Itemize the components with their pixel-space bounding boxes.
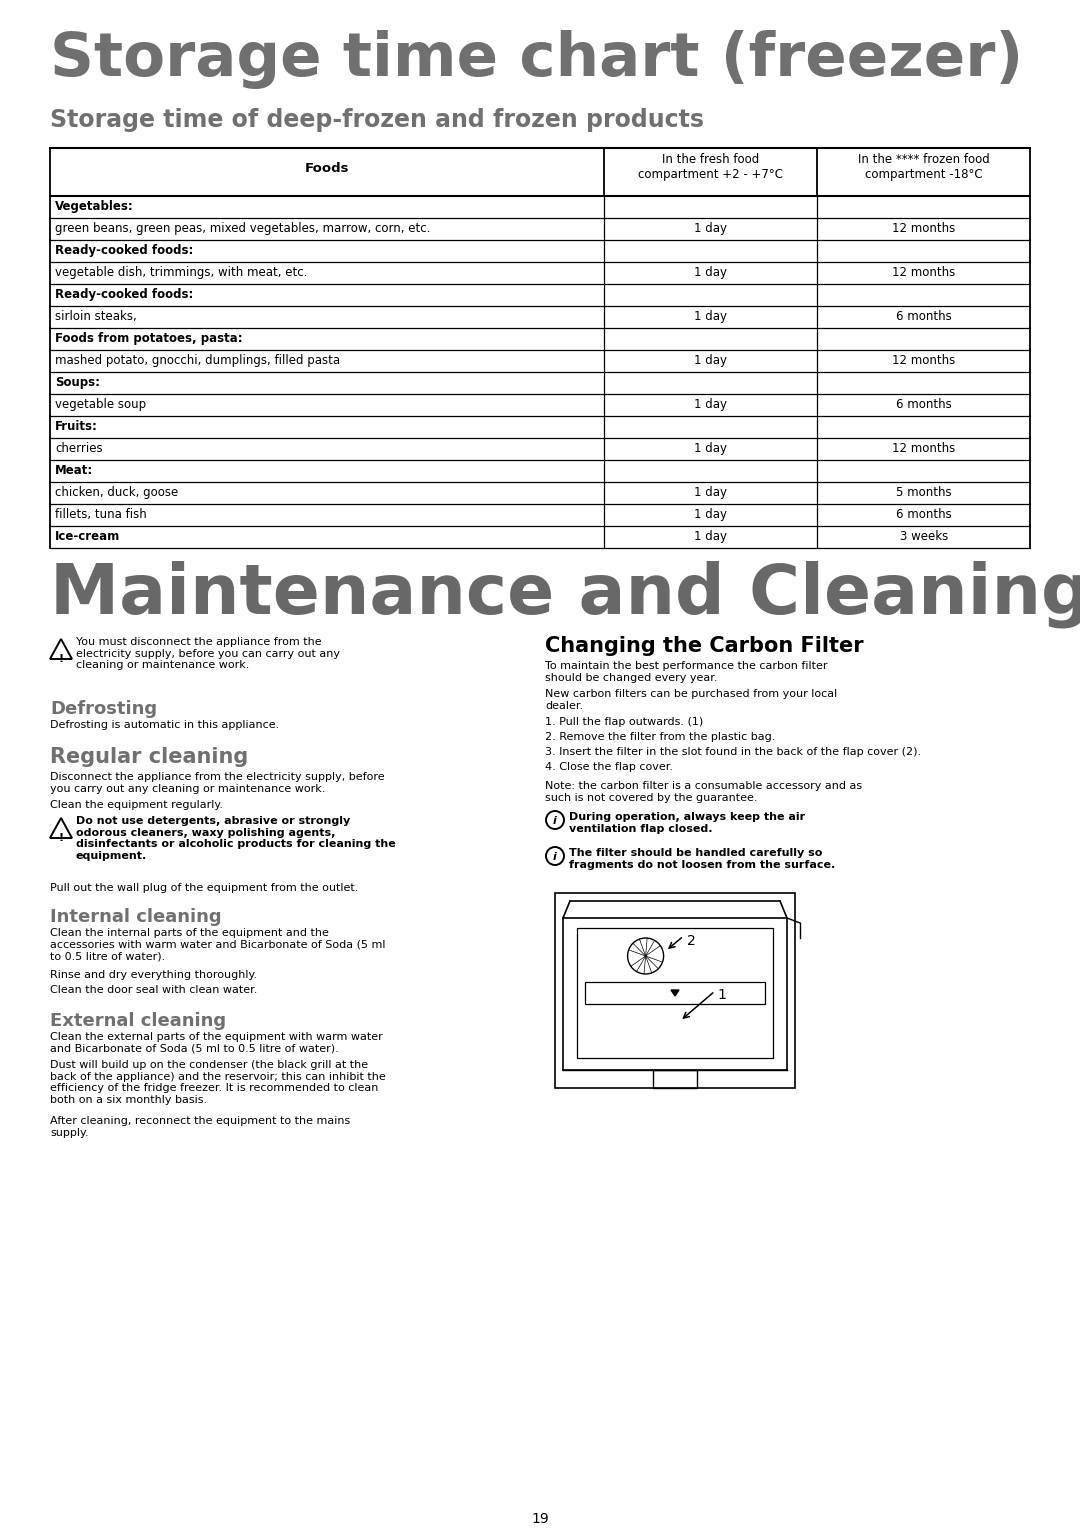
Text: green beans, green peas, mixed vegetables, marrow, corn, etc.: green beans, green peas, mixed vegetable… xyxy=(55,222,430,235)
Text: Storage time chart (freezer): Storage time chart (freezer) xyxy=(50,31,1023,89)
Text: Clean the external parts of the equipment with warm water
and Bicarbonate of Sod: Clean the external parts of the equipmen… xyxy=(50,1031,382,1054)
Text: 1. Pull the flap outwards. (1): 1. Pull the flap outwards. (1) xyxy=(545,717,703,727)
Text: During operation, always keep the air
ventilation flap closed.: During operation, always keep the air ve… xyxy=(569,811,805,834)
Text: New carbon filters can be purchased from your local
dealer.: New carbon filters can be purchased from… xyxy=(545,689,837,711)
Text: 3. Insert the filter in the slot found in the back of the flap cover (2).: 3. Insert the filter in the slot found i… xyxy=(545,747,921,756)
Bar xyxy=(577,927,773,1057)
Text: 12 months: 12 months xyxy=(892,442,956,455)
Text: Foods from potatoes, pasta:: Foods from potatoes, pasta: xyxy=(55,332,243,345)
Text: 6 months: 6 months xyxy=(895,397,951,411)
Text: Ice-cream: Ice-cream xyxy=(55,530,120,542)
Text: 3 weeks: 3 weeks xyxy=(900,530,948,542)
Text: 1: 1 xyxy=(717,989,726,1002)
Text: 4. Close the flap cover.: 4. Close the flap cover. xyxy=(545,762,673,772)
Text: Regular cleaning: Regular cleaning xyxy=(50,747,248,767)
Text: Ready-cooked foods:: Ready-cooked foods: xyxy=(55,287,193,301)
Text: 1 day: 1 day xyxy=(694,222,727,235)
Text: Rinse and dry everything thoroughly.: Rinse and dry everything thoroughly. xyxy=(50,970,257,979)
Text: 12 months: 12 months xyxy=(892,266,956,280)
Text: You must disconnect the appliance from the
electricity supply, before you can ca: You must disconnect the appliance from t… xyxy=(76,637,340,671)
Text: Soups:: Soups: xyxy=(55,376,100,390)
Text: The filter should be handled carefully so
fragments do not loosen from the surfa: The filter should be handled carefully s… xyxy=(569,848,835,869)
Text: Defrosting: Defrosting xyxy=(50,700,157,718)
Text: 2: 2 xyxy=(687,934,696,947)
Text: !: ! xyxy=(58,654,64,665)
Text: 2. Remove the filter from the plastic bag.: 2. Remove the filter from the plastic ba… xyxy=(545,732,775,743)
Text: Vegetables:: Vegetables: xyxy=(55,200,134,212)
Text: vegetable soup: vegetable soup xyxy=(55,397,146,411)
Text: 1 day: 1 day xyxy=(694,266,727,280)
Text: 6 months: 6 months xyxy=(895,507,951,521)
Text: In the **** frozen food
compartment -18°C: In the **** frozen food compartment -18°… xyxy=(858,153,989,180)
Text: sirloin steaks,: sirloin steaks, xyxy=(55,310,137,322)
Text: Foods: Foods xyxy=(305,162,349,176)
Text: Internal cleaning: Internal cleaning xyxy=(50,908,221,926)
Text: Note: the carbon filter is a consumable accessory and as
such is not covered by : Note: the carbon filter is a consumable … xyxy=(545,781,862,802)
Text: 1 day: 1 day xyxy=(694,310,727,322)
Text: vegetable dish, trimmings, with meat, etc.: vegetable dish, trimmings, with meat, et… xyxy=(55,266,308,280)
Text: Dust will build up on the condenser (the black grill at the
back of the applianc: Dust will build up on the condenser (the… xyxy=(50,1060,386,1105)
Text: Disconnect the appliance from the electricity supply, before
you carry out any c: Disconnect the appliance from the electr… xyxy=(50,772,384,793)
Text: In the fresh food
compartment +2 - +7°C: In the fresh food compartment +2 - +7°C xyxy=(638,153,783,180)
Text: 5 months: 5 months xyxy=(895,486,951,500)
Text: Storage time of deep-frozen and frozen products: Storage time of deep-frozen and frozen p… xyxy=(50,108,704,131)
Text: 1 day: 1 day xyxy=(694,354,727,367)
Text: Changing the Carbon Filter: Changing the Carbon Filter xyxy=(545,636,864,656)
Text: Fruits:: Fruits: xyxy=(55,420,98,432)
Text: Clean the door seal with clean water.: Clean the door seal with clean water. xyxy=(50,986,257,995)
Text: i: i xyxy=(553,816,557,827)
Text: 1 day: 1 day xyxy=(694,530,727,542)
Text: i: i xyxy=(553,853,557,862)
Bar xyxy=(50,148,1030,196)
Text: 19: 19 xyxy=(531,1513,549,1526)
Text: External cleaning: External cleaning xyxy=(50,1012,226,1030)
Text: Meat:: Meat: xyxy=(55,465,93,477)
Text: Ready-cooked foods:: Ready-cooked foods: xyxy=(55,244,193,257)
Text: 12 months: 12 months xyxy=(892,222,956,235)
Text: Clean the equipment regularly.: Clean the equipment regularly. xyxy=(50,801,222,810)
Text: 1 day: 1 day xyxy=(694,397,727,411)
Text: chicken, duck, goose: chicken, duck, goose xyxy=(55,486,178,500)
Text: Do not use detergents, abrasive or strongly
odorous cleaners, waxy polishing age: Do not use detergents, abrasive or stron… xyxy=(76,816,395,860)
Bar xyxy=(585,983,765,1004)
Text: 1 day: 1 day xyxy=(694,442,727,455)
Text: 1 day: 1 day xyxy=(694,507,727,521)
Text: cherries: cherries xyxy=(55,442,103,455)
Text: fillets, tuna fish: fillets, tuna fish xyxy=(55,507,147,521)
Text: To maintain the best performance the carbon filter
should be changed every year.: To maintain the best performance the car… xyxy=(545,662,827,683)
Text: 6 months: 6 months xyxy=(895,310,951,322)
Text: Clean the internal parts of the equipment and the
accessories with warm water an: Clean the internal parts of the equipmen… xyxy=(50,927,386,961)
Text: Maintenance and Cleaning: Maintenance and Cleaning xyxy=(50,559,1080,628)
Text: 1 day: 1 day xyxy=(694,486,727,500)
Bar xyxy=(555,892,795,1088)
Polygon shape xyxy=(671,990,679,996)
Text: mashed potato, gnocchi, dumplings, filled pasta: mashed potato, gnocchi, dumplings, fille… xyxy=(55,354,340,367)
Text: Pull out the wall plug of the equipment from the outlet.: Pull out the wall plug of the equipment … xyxy=(50,883,359,892)
Text: Defrosting is automatic in this appliance.: Defrosting is automatic in this applianc… xyxy=(50,720,280,730)
Text: !: ! xyxy=(58,833,64,843)
Text: 12 months: 12 months xyxy=(892,354,956,367)
Bar xyxy=(653,1070,697,1088)
Text: After cleaning, reconnect the equipment to the mains
supply.: After cleaning, reconnect the equipment … xyxy=(50,1115,350,1138)
